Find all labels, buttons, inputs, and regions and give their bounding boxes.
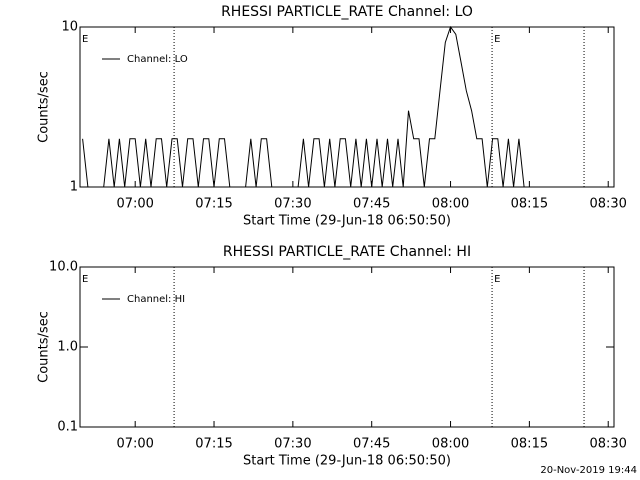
y-tick-label: 10.0	[49, 260, 78, 275]
annotation: E	[82, 34, 88, 45]
x-tick-label: 08:30	[589, 197, 626, 212]
y-axis-label: Counts/sec	[37, 311, 52, 383]
annotation: E	[494, 274, 500, 285]
x-axis-label: Start Time (29-Jun-18 06:50:50)	[243, 214, 451, 229]
legend-label: Channel: LO	[127, 54, 188, 65]
y-axis-label: Counts/sec	[37, 71, 52, 143]
x-tick-label: 08:30	[589, 437, 626, 452]
x-axis-label: Start Time (29-Jun-18 06:50:50)	[243, 454, 451, 469]
chart-title: RHESSI PARTICLE_RATE Channel: LO	[221, 4, 473, 20]
annotation: E	[494, 34, 500, 45]
x-tick-label: 07:15	[195, 197, 232, 212]
x-tick-label: 08:15	[511, 437, 548, 452]
x-tick-label: 08:15	[511, 197, 548, 212]
chart-title: RHESSI PARTICLE_RATE Channel: HI	[223, 244, 471, 260]
x-tick-label: 08:00	[432, 437, 469, 452]
x-tick-label: 07:30	[274, 197, 311, 212]
x-tick-label: 08:00	[432, 197, 469, 212]
data-line	[82, 25, 530, 188]
annotation: E	[82, 274, 88, 285]
y-tick-label: 1	[70, 180, 78, 195]
plot-frame	[79, 26, 615, 188]
legend-label: Channel: HI	[127, 294, 185, 305]
y-tick-label: 1.0	[57, 340, 78, 355]
x-tick-label: 07:30	[274, 437, 311, 452]
y-tick-label: 0.1	[57, 420, 78, 435]
x-tick-label: 07:15	[195, 437, 232, 452]
y-tick-label: 10	[61, 20, 78, 35]
footer: 20-Nov-2019 19:44	[540, 465, 637, 476]
x-tick-label: 07:45	[353, 437, 390, 452]
x-tick-label: 07:00	[116, 197, 153, 212]
x-tick-label: 07:00	[116, 437, 153, 452]
x-tick-label: 07:45	[353, 197, 390, 212]
